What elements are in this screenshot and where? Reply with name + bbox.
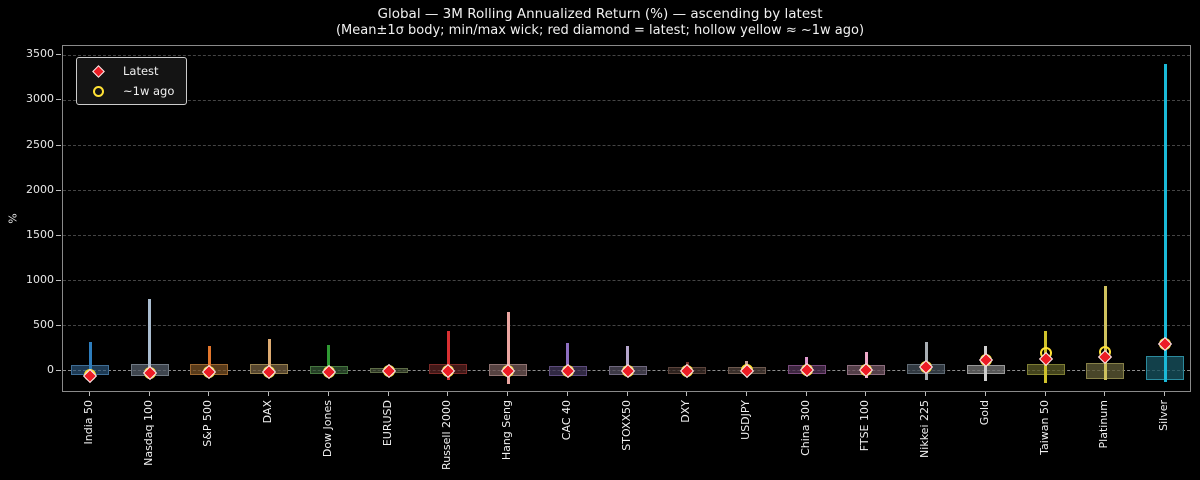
wick-Nasdaq 100 [148, 298, 152, 380]
y-tick-mark-1000 [56, 279, 61, 281]
gridline-500 [63, 325, 1190, 327]
x-tick-mark-Hang Seng [507, 392, 509, 396]
y-axis-label: % [6, 213, 20, 224]
wick-Hang Seng [506, 312, 510, 385]
x-tick-mark-FTSE 100 [865, 392, 867, 396]
wick-CAC 40 [566, 342, 570, 377]
x-tick-label-Hang Seng: Hang Seng [500, 400, 514, 461]
y-tick-mark-3000 [56, 99, 61, 101]
chart-title: Global — 3M Rolling Annualized Return (%… [377, 6, 823, 22]
chart-subtitle: (Mean±1σ body; min/max wick; red diamond… [335, 23, 865, 38]
y-tick-mark-3500 [56, 54, 61, 56]
gridline-3000 [63, 99, 1190, 101]
gridline-2000 [63, 190, 1190, 192]
x-tick-mark-DXY [686, 392, 688, 396]
wick-DAX [267, 338, 271, 378]
week-ago-circle-icon [85, 85, 111, 97]
x-tick-label-Silver: Silver [1157, 400, 1170, 431]
wick-STOXX50 [626, 346, 629, 376]
x-tick-label-USDJPY: USDJPY [738, 400, 752, 440]
x-tick-mark-S&P 500 [208, 392, 210, 396]
legend-item-latest: Latest [85, 64, 174, 78]
wick-Dow Jones [327, 344, 331, 376]
y-tick-label-2500: 2500 [26, 137, 54, 151]
x-tick-label-Platinum: Platinum [1097, 400, 1111, 449]
x-tick-mark-Gold [984, 392, 986, 396]
y-tick-label-2000: 2000 [26, 182, 54, 196]
wick-Silver [1163, 64, 1167, 382]
x-tick-label-STOXX50: STOXX50 [619, 400, 633, 451]
gridline-3500 [63, 54, 1190, 56]
x-tick-mark-India 50 [89, 392, 90, 396]
y-tick-label-3000: 3000 [26, 92, 54, 106]
x-tick-mark-STOXX50 [626, 392, 628, 396]
x-tick-mark-Russell 2000 [447, 392, 449, 396]
x-tick-label-S&P 500: S&P 500 [201, 400, 215, 447]
x-tick-mark-USDJPY [745, 392, 747, 396]
x-tick-mark-Taiwan 50 [1044, 392, 1046, 396]
legend-week-ago-label: ~1w ago [123, 84, 175, 98]
y-tick-label-0: 0 [47, 362, 54, 376]
x-tick-label-Nikkei 225: Nikkei 225 [918, 400, 932, 458]
x-tick-label-China 300: China 300 [798, 400, 812, 456]
x-tick-label-India 50: India 50 [82, 400, 95, 445]
x-tick-label-Russell 2000: Russell 2000 [440, 400, 454, 470]
wick-Platinum [1103, 286, 1107, 381]
legend: Latest ~1w ago [76, 57, 188, 105]
x-tick-mark-Silver [1164, 392, 1165, 396]
x-tick-mark-DAX [268, 392, 270, 396]
y-tick-mark-0 [56, 369, 61, 371]
y-tick-label-1500: 1500 [26, 227, 54, 241]
y-tick-label-3500: 3500 [26, 47, 54, 61]
y-tick-label-1000: 1000 [26, 272, 54, 286]
x-tick-mark-Dow Jones [327, 392, 329, 396]
x-tick-mark-China 300 [805, 392, 807, 396]
plot-area: Latest ~1w ago [62, 45, 1191, 392]
y-tick-mark-1500 [56, 234, 61, 236]
x-tick-mark-Nikkei 225 [925, 392, 927, 396]
x-tick-label-Gold: Gold [977, 400, 991, 426]
x-tick-mark-Nasdaq 100 [148, 392, 150, 396]
y-tick-mark-2000 [56, 189, 61, 191]
legend-item-week-ago: ~1w ago [85, 84, 174, 98]
x-tick-label-Nasdaq 100: Nasdaq 100 [141, 400, 155, 466]
x-tick-label-CAC 40: CAC 40 [559, 400, 573, 441]
x-tick-label-Dow Jones: Dow Jones [320, 400, 334, 458]
x-tick-label-DAX: DAX [261, 400, 275, 424]
wick-S&P 500 [207, 345, 211, 377]
x-tick-label-DXY: DXY [679, 400, 693, 423]
gridline-2500 [63, 145, 1190, 147]
x-tick-label-EURUSD: EURUSD [380, 400, 394, 447]
latest-diamond-icon [85, 64, 111, 78]
wick-Russell 2000 [446, 330, 450, 380]
x-tick-mark-Platinum [1104, 392, 1106, 396]
wick-India 50 [88, 342, 92, 379]
y-tick-label-500: 500 [33, 317, 54, 331]
y-tick-mark-2500 [56, 144, 61, 146]
x-tick-label-FTSE 100: FTSE 100 [858, 400, 872, 452]
x-tick-label-Taiwan 50: Taiwan 50 [1037, 400, 1051, 455]
legend-latest-label: Latest [123, 64, 159, 78]
x-tick-mark-CAC 40 [566, 392, 568, 396]
x-tick-mark-EURUSD [387, 392, 389, 396]
gridline-1000 [63, 280, 1190, 282]
y-tick-mark-500 [56, 324, 61, 326]
gridline-1500 [63, 235, 1190, 237]
